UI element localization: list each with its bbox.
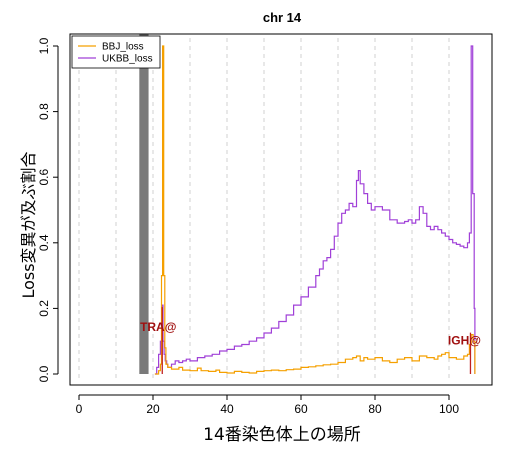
band-layer [139, 34, 149, 374]
y-tick-label: 0.4 [37, 234, 51, 251]
axis-layer: 0 20 40 60 80 100 0.0 0.2 0.4 0.6 0.8 1.0 [37, 33, 493, 416]
y-tick-label: 1.0 [37, 37, 51, 54]
annotation-layer: TRA@ IGH@ [140, 307, 481, 374]
y-tick-label: 0.2 [37, 300, 51, 317]
centromere-band [139, 34, 149, 374]
plot-frame [69, 33, 493, 386]
x-tick-label: 60 [294, 402, 308, 416]
annotation-label: IGH@ [448, 334, 481, 348]
annotation-label: TRA@ [140, 320, 176, 334]
series-line-ukbb-loss [154, 45, 476, 375]
y-axis-title: Loss変異が及ぶ割合 [19, 151, 38, 298]
chart-title: chr 14 [263, 10, 302, 25]
x-tick-label: 80 [368, 402, 382, 416]
x-tick-label: 100 [439, 402, 459, 416]
legend-box [71, 35, 161, 69]
y-tick-label: 0.8 [37, 103, 51, 120]
legend-label-ukbb-loss: UKBB_loss [102, 54, 153, 65]
y-tick-label: 0.6 [37, 169, 51, 186]
x-tick-label: 0 [76, 402, 83, 416]
series-layer [154, 45, 476, 375]
legend-label-bbj-loss: BBJ_loss [102, 42, 144, 53]
y-tick-label: 0.0 [37, 365, 51, 382]
x-axis-title: 14番染色体上の場所 [203, 425, 361, 445]
x-tick-label: 40 [220, 402, 234, 416]
x-tick-label: 20 [146, 402, 160, 416]
series-line-bbj-loss [154, 45, 476, 375]
grid-layer [78, 38, 450, 381]
